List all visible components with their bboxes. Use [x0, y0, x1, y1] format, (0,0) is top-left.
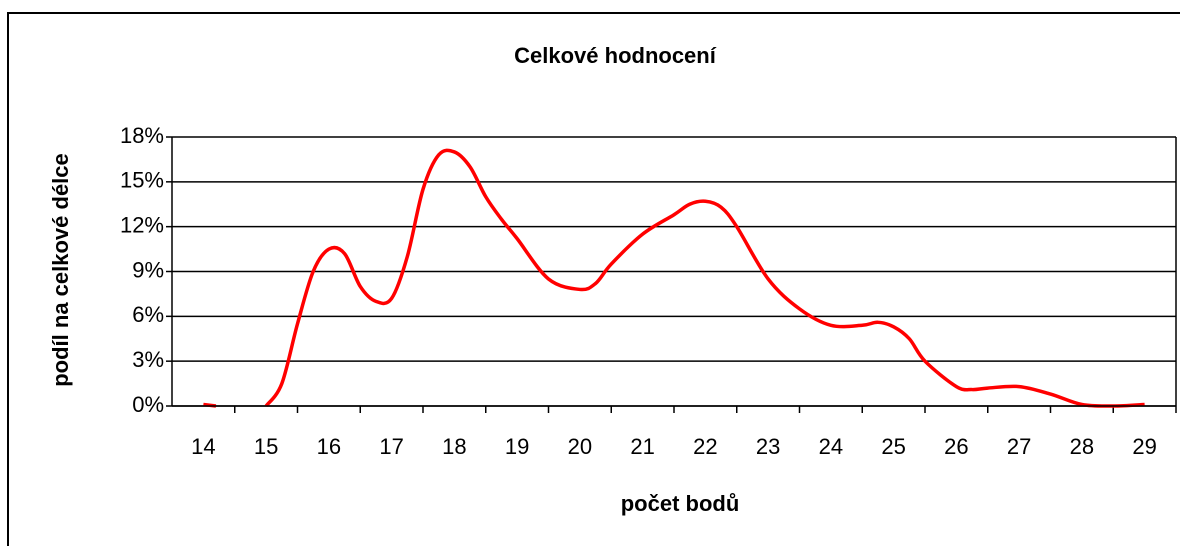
x-tick-label: 28 [1070, 434, 1094, 459]
x-tick-label: 25 [881, 434, 905, 459]
y-tick-label: 18% [120, 123, 164, 148]
x-tick-label: 15 [254, 434, 278, 459]
y-tick-label: 15% [120, 168, 164, 193]
y-tick-label: 3% [132, 347, 164, 372]
y-tick-label: 6% [132, 302, 164, 327]
data-line [264, 148, 1145, 408]
x-tick-label: 27 [1007, 434, 1031, 459]
x-tick-label: 29 [1132, 434, 1156, 459]
x-tick-label: 14 [191, 434, 215, 459]
x-tick-label: 26 [944, 434, 968, 459]
x-tick-label: 17 [379, 434, 403, 459]
x-tick-label: 23 [756, 434, 780, 459]
x-tick-label: 21 [630, 434, 654, 459]
y-tick-label: 9% [132, 257, 164, 282]
y-axis-label: podíl na celkové délce [48, 153, 73, 387]
chart-title: Celkové hodnocení [514, 43, 717, 68]
chart-frame [7, 12, 1180, 546]
x-tick-label: 24 [819, 434, 843, 459]
x-tick-label: 19 [505, 434, 529, 459]
x-tick-label: 20 [568, 434, 592, 459]
x-tick-label: 22 [693, 434, 717, 459]
x-tick-label: 16 [317, 434, 341, 459]
x-axis-label: počet bodů [621, 491, 740, 516]
y-tick-label: 12% [120, 212, 164, 237]
y-tick-label: 0% [132, 392, 164, 417]
x-tick-label: 18 [442, 434, 466, 459]
